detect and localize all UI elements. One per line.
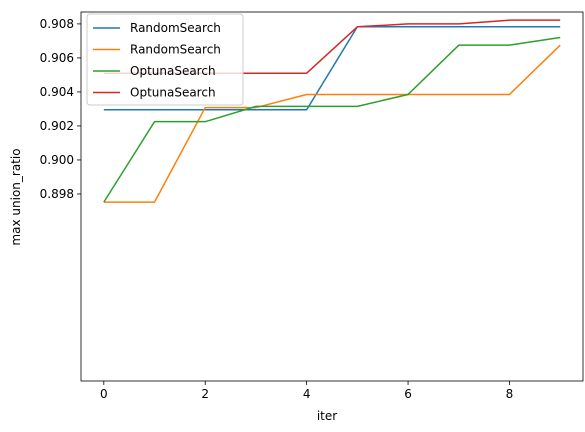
legend-box [86,13,244,106]
y-tick-label: 0.904 [40,85,74,99]
y-tick-label: 0.908 [40,17,74,31]
x-tick-label: 8 [506,387,514,401]
x-axis-label: iter [317,409,337,423]
x-tick-label: 0 [100,387,108,401]
y-tick-label: 0.902 [40,119,74,133]
series-line-1 [103,44,561,203]
x-axis: 0 2 4 6 8 [100,381,513,401]
legend-label-0: RandomSearch [130,21,221,35]
y-tick-label: 0.900 [40,153,74,167]
series-line-2 [103,36,561,203]
y-tick-label: 0.898 [40,187,74,201]
x-tick-label: 2 [201,387,209,401]
y-tick-label: 0.906 [40,51,74,65]
legend-label-3: OptunaSearch [130,86,216,100]
x-tick-label: 6 [404,387,412,401]
y-axis: 0.898 0.900 0.902 0.904 0.906 0.908 [40,17,81,201]
x-tick-label: 4 [303,387,311,401]
legend-label-2: OptunaSearch [130,64,216,78]
series-line-0 [103,26,561,111]
legend: RandomSearch RandomSearch OptunaSearch Optu… [86,13,244,106]
legend-label-1: RandomSearch [130,43,221,57]
plot-frame [80,11,584,382]
y-axis-label: max union_ratio [9,148,23,245]
